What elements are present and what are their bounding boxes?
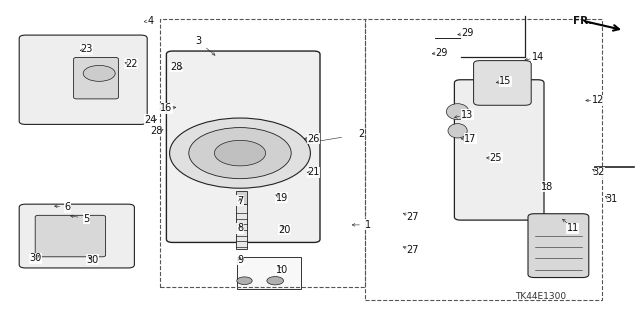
Bar xyxy=(236,191,247,204)
FancyBboxPatch shape xyxy=(166,51,320,242)
Text: 7: 7 xyxy=(237,196,243,206)
Text: 29: 29 xyxy=(435,48,448,58)
Text: 13: 13 xyxy=(461,110,474,120)
Text: 30: 30 xyxy=(29,253,42,263)
Text: 32: 32 xyxy=(592,167,605,177)
FancyBboxPatch shape xyxy=(454,80,544,220)
FancyBboxPatch shape xyxy=(19,204,134,268)
Text: 24: 24 xyxy=(144,115,157,125)
Circle shape xyxy=(214,140,266,166)
Text: 28: 28 xyxy=(150,126,163,136)
Text: FR.: FR. xyxy=(573,16,592,26)
Text: 22: 22 xyxy=(125,59,138,69)
Text: 31: 31 xyxy=(605,194,618,204)
Text: 12: 12 xyxy=(592,95,605,106)
Ellipse shape xyxy=(448,124,467,138)
Text: 30: 30 xyxy=(86,255,99,265)
Text: 6: 6 xyxy=(64,202,70,212)
FancyBboxPatch shape xyxy=(35,215,106,257)
Text: 29: 29 xyxy=(461,28,474,39)
Text: 21: 21 xyxy=(307,167,320,177)
Text: 2: 2 xyxy=(358,129,365,139)
Bar xyxy=(365,19,602,300)
Circle shape xyxy=(267,277,284,285)
Text: 20: 20 xyxy=(278,225,291,235)
Text: 3: 3 xyxy=(195,36,202,47)
Text: 4: 4 xyxy=(147,16,154,26)
Text: 27: 27 xyxy=(406,212,419,222)
Text: 18: 18 xyxy=(541,182,554,192)
Text: 19: 19 xyxy=(275,193,288,203)
Text: 16: 16 xyxy=(160,103,173,114)
Circle shape xyxy=(189,128,291,179)
Text: 14: 14 xyxy=(531,52,544,63)
Text: 25: 25 xyxy=(490,153,502,163)
Text: 1: 1 xyxy=(365,220,371,230)
FancyBboxPatch shape xyxy=(474,61,531,105)
Text: 8: 8 xyxy=(237,223,243,233)
Text: 17: 17 xyxy=(464,134,477,144)
FancyBboxPatch shape xyxy=(528,214,589,278)
Ellipse shape xyxy=(447,104,468,120)
Text: 27: 27 xyxy=(406,245,419,256)
Circle shape xyxy=(83,65,115,81)
Text: 15: 15 xyxy=(499,76,512,86)
Text: TK44E1300: TK44E1300 xyxy=(515,293,566,301)
FancyBboxPatch shape xyxy=(19,35,147,124)
Text: 26: 26 xyxy=(307,134,320,144)
Text: 10: 10 xyxy=(275,264,288,275)
Text: 9: 9 xyxy=(237,255,243,265)
Bar xyxy=(160,19,365,287)
Circle shape xyxy=(170,118,310,188)
Text: 28: 28 xyxy=(170,62,182,72)
Text: 5: 5 xyxy=(83,213,90,224)
Text: 11: 11 xyxy=(566,223,579,233)
Bar xyxy=(237,257,301,289)
Text: 23: 23 xyxy=(80,44,93,55)
Circle shape xyxy=(237,277,252,285)
FancyBboxPatch shape xyxy=(74,57,118,99)
Bar xyxy=(236,204,247,249)
